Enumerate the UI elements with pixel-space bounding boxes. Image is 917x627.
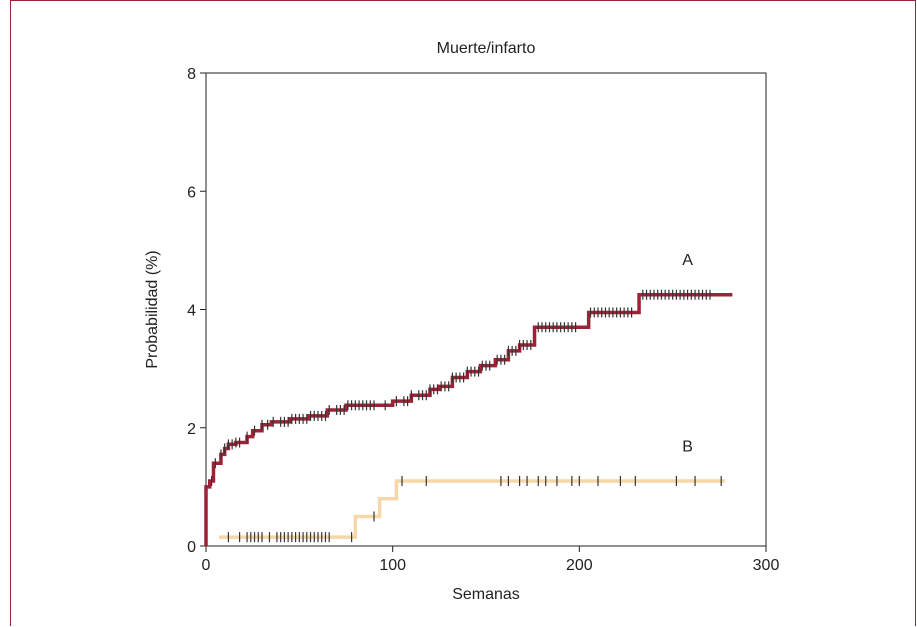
- figure-frame: Muerte/infarto 0 100 200 300 0 2 4 6 8 A B Semanas…: [10, 0, 916, 626]
- series-annotation-A: A: [682, 252, 693, 269]
- y-tick-label: 6: [187, 184, 196, 201]
- plot-area: 0 100 200 300 0 2 4 6 8 A B: [187, 66, 779, 574]
- x-axis-label: Semanas: [452, 586, 520, 603]
- y-tick-label: 8: [187, 66, 196, 83]
- y-axis-label: Probabilidad (%): [144, 250, 161, 368]
- km-chart: Muerte/infarto 0 100 200 300 0 2 4 6 8 A B Semanas…: [144, 40, 779, 603]
- y-tick-label: 0: [187, 539, 196, 556]
- x-tick-label: 0: [202, 557, 211, 574]
- y-tick-label: 2: [187, 421, 196, 438]
- chart-title: Muerte/infarto: [437, 40, 536, 57]
- x-tick-label: 300: [753, 557, 780, 574]
- y-tick-label: 4: [187, 303, 196, 320]
- x-tick-label: 200: [566, 557, 593, 574]
- series-annotation-B: B: [682, 438, 693, 455]
- x-tick-label: 100: [379, 557, 406, 574]
- plot-border: [205, 72, 767, 547]
- series-line-B: [219, 479, 725, 539]
